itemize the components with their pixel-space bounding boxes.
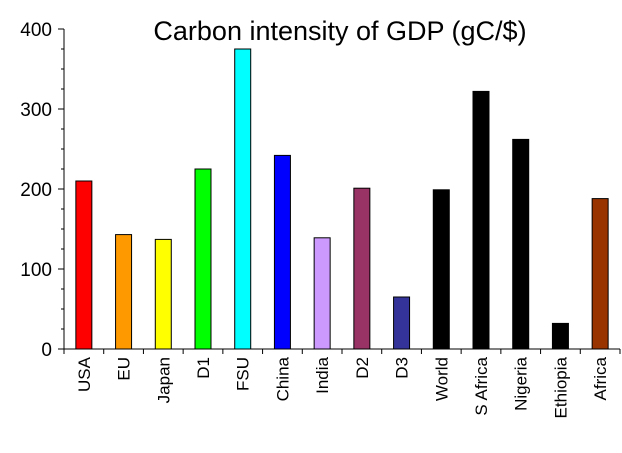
x-category-label: D1: [194, 357, 213, 379]
y-tick-label: 300: [20, 100, 52, 121]
x-category-label: S Africa: [472, 356, 491, 415]
x-category-label: Ethiopia: [551, 356, 570, 418]
x-category-label: USA: [75, 356, 94, 392]
bar-s-africa: [472, 90, 490, 350]
x-axis-labels: USA EU Japan D1 FSU China India D2 D3 World S Afri…: [63, 349, 621, 418]
bar-usa: [75, 180, 93, 350]
x-category-label: EU: [115, 357, 134, 381]
bar-africa: [591, 198, 609, 350]
axes-group: [63, 29, 620, 350]
bars-group: [75, 48, 609, 350]
bar-eu: [115, 234, 133, 350]
x-category-label: Africa: [591, 356, 610, 400]
chart-title: Carbon intensity of GDP (gC/$): [153, 16, 526, 46]
bar-india: [313, 237, 331, 350]
bar-japan: [154, 238, 172, 350]
bar-d1: [194, 168, 212, 350]
y-tick-label: 0: [41, 340, 52, 361]
x-category-label: D3: [393, 357, 412, 379]
y-axis-ticks: 0 100 200 300 400: [20, 20, 64, 361]
x-category-label: China: [273, 356, 292, 401]
bar-d3: [393, 296, 411, 350]
x-category-label: India: [313, 356, 332, 393]
bar-d2: [353, 187, 371, 350]
y-tick-label: 100: [20, 260, 52, 281]
x-category-label: FSU: [234, 357, 253, 391]
bar-fsu: [234, 48, 252, 350]
y-tick-label: 400: [20, 20, 52, 41]
bar-ethiopia: [551, 322, 569, 350]
x-category-label: D2: [353, 357, 372, 379]
x-category-label: World: [432, 357, 451, 401]
bar-world: [432, 189, 450, 350]
y-tick-label: 200: [20, 180, 52, 201]
x-category-label: Nigeria: [512, 356, 531, 410]
bar-china: [273, 154, 291, 350]
x-category-label: Japan: [154, 357, 173, 403]
bar-nigeria: [512, 138, 530, 350]
